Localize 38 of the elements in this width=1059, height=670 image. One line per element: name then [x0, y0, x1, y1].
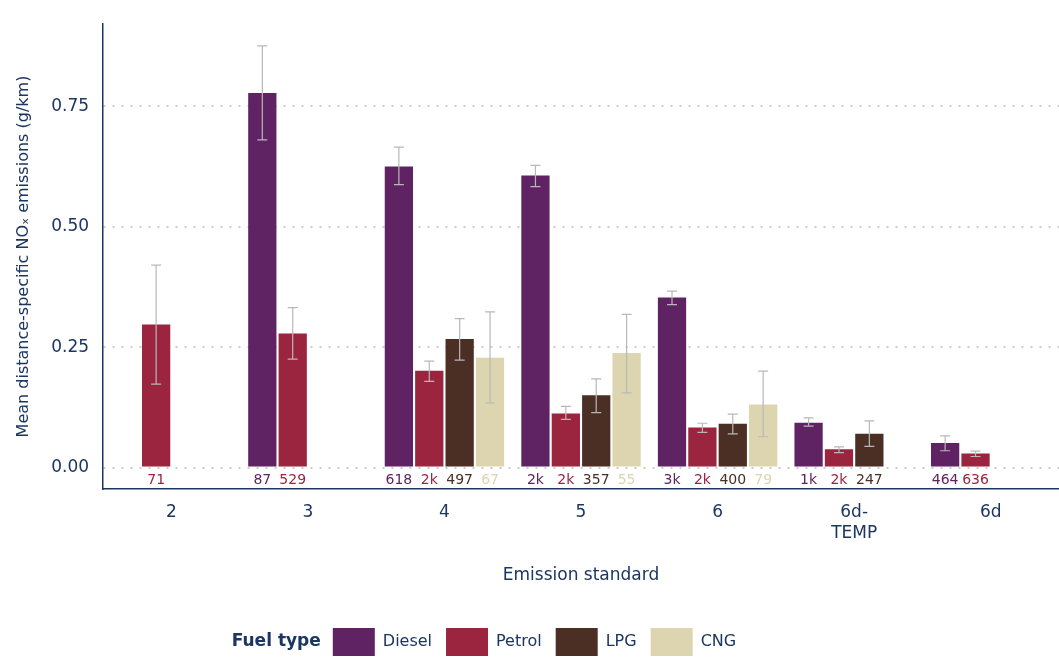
annotation: 2k — [420, 471, 439, 488]
annotation: 71 — [147, 471, 166, 488]
x-tick-label: 6d-TEMP — [830, 501, 878, 542]
y-tick-label: 0.00 — [51, 456, 90, 477]
annotation: 636 — [962, 471, 989, 488]
annotation: 2k — [526, 471, 545, 488]
annotation: 529 — [279, 471, 307, 488]
legend-title: Fuel type — [231, 630, 321, 651]
annotation: 79 — [754, 471, 773, 488]
annotation: 2k — [693, 471, 712, 488]
legend-label: LPG — [605, 631, 637, 651]
legend-label: CNG — [700, 631, 737, 651]
legend-label: Diesel — [382, 631, 433, 651]
y-tick-label: 0.50 — [51, 215, 90, 236]
annotation: 464 — [931, 471, 959, 488]
annotation: 55 — [617, 471, 636, 488]
annotation: 497 — [446, 471, 474, 488]
annotation: 618 — [385, 471, 413, 488]
annotation: 1k — [800, 471, 818, 488]
annotation: 3k — [663, 471, 682, 488]
y-tick-label: 0.75 — [51, 94, 90, 115]
annotation: 357 — [582, 471, 610, 488]
y-tick-label: 0.25 — [51, 335, 90, 356]
annotation: 247 — [855, 471, 883, 488]
x-tick-label: 6d — [979, 501, 1002, 522]
legend-label: Petrol — [496, 631, 542, 651]
annotation: 2k — [557, 471, 576, 488]
annotation: 67 — [481, 471, 499, 488]
x-axis-title: Emission standard — [502, 564, 660, 585]
annotation: 400 — [719, 471, 747, 488]
annotation: 87 — [253, 471, 272, 488]
annotation: 2k — [830, 471, 849, 488]
x-tick-label: 5 — [575, 501, 587, 522]
x-tick-label: 6 — [712, 501, 723, 522]
x-tick-label: 2 — [165, 501, 177, 522]
y-axis-title: Mean distance-specific NOₓ emissions (g/km) — [12, 75, 32, 438]
x-tick-label: 4 — [439, 501, 450, 522]
x-tick-label: 3 — [302, 501, 314, 522]
